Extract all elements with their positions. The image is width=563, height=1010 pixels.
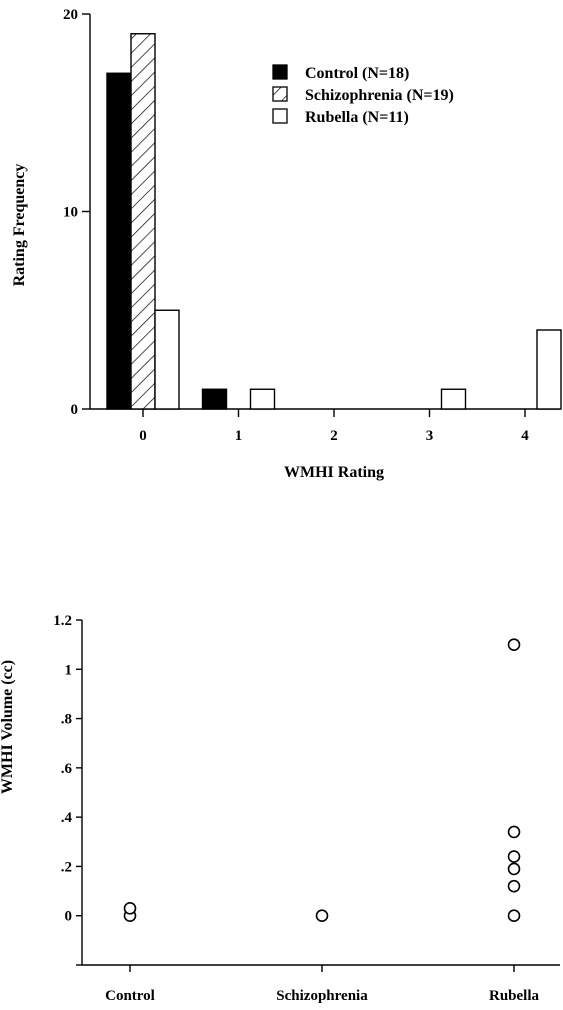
data-point: [507, 850, 521, 863]
y-tick-label: .8: [61, 712, 72, 728]
data-point: [507, 909, 521, 923]
data-point: [507, 638, 521, 651]
x-tick-label: Schizophrenia: [276, 988, 368, 1004]
bar: [440, 388, 467, 410]
x-tick-label: 4: [521, 428, 529, 444]
y-axis-label: Rating Frequency: [11, 164, 28, 287]
wmhi-volume-scatter: 0 .2 .4 .6 .8 1 1.2 Control Schizophrenia Rubell…: [0, 613, 560, 1004]
legend-label: Schizophrenia (N=19): [305, 87, 454, 104]
y-tick-label: 1.2: [53, 613, 72, 629]
x-tick-label: Control: [105, 988, 155, 1004]
data-point: [507, 862, 521, 876]
bar: [154, 309, 180, 410]
bar: [106, 72, 132, 410]
y-tick-label: 1: [65, 662, 73, 678]
x-tick-label: 2: [330, 428, 338, 444]
x-tick-label: 1: [235, 428, 243, 444]
y-tick-label: 20: [63, 7, 78, 23]
data-point: [315, 909, 329, 923]
data-point: [507, 825, 521, 839]
y-tick-label: 0: [65, 909, 73, 925]
y-tick-label: .6: [61, 761, 73, 777]
legend-swatch: [272, 108, 288, 124]
legend-swatch: [272, 64, 288, 80]
x-tick-label: 0: [139, 428, 147, 444]
data-point: [123, 902, 137, 915]
bar: [536, 329, 562, 410]
y-axis-label: WMHI Volume (cc): [0, 660, 16, 794]
x-tick-label: Rubella: [489, 988, 540, 1004]
y-tick-label: 10: [63, 205, 78, 221]
legend-swatch: [272, 86, 288, 102]
y-tick-label: .4: [61, 810, 73, 826]
bar: [130, 33, 156, 410]
x-axis-label: WMHI Rating: [284, 464, 384, 481]
bar: [249, 388, 276, 410]
legend-label: Rubella (N=11): [305, 109, 409, 126]
y-tick-label: .2: [61, 859, 72, 875]
bar: [201, 388, 228, 410]
data-point: [507, 879, 521, 893]
legend-label: Control (N=18): [305, 65, 409, 82]
legend: Control (N=18) Schizophrenia (N=19) Rubell…: [272, 64, 454, 126]
y-tick-label: 0: [71, 402, 79, 418]
x-tick-label: 3: [426, 428, 434, 444]
rating-frequency-bar-chart: 0 10 20 0 1 2 3 4 WMHI Rating Rating Frequency…: [11, 7, 562, 481]
